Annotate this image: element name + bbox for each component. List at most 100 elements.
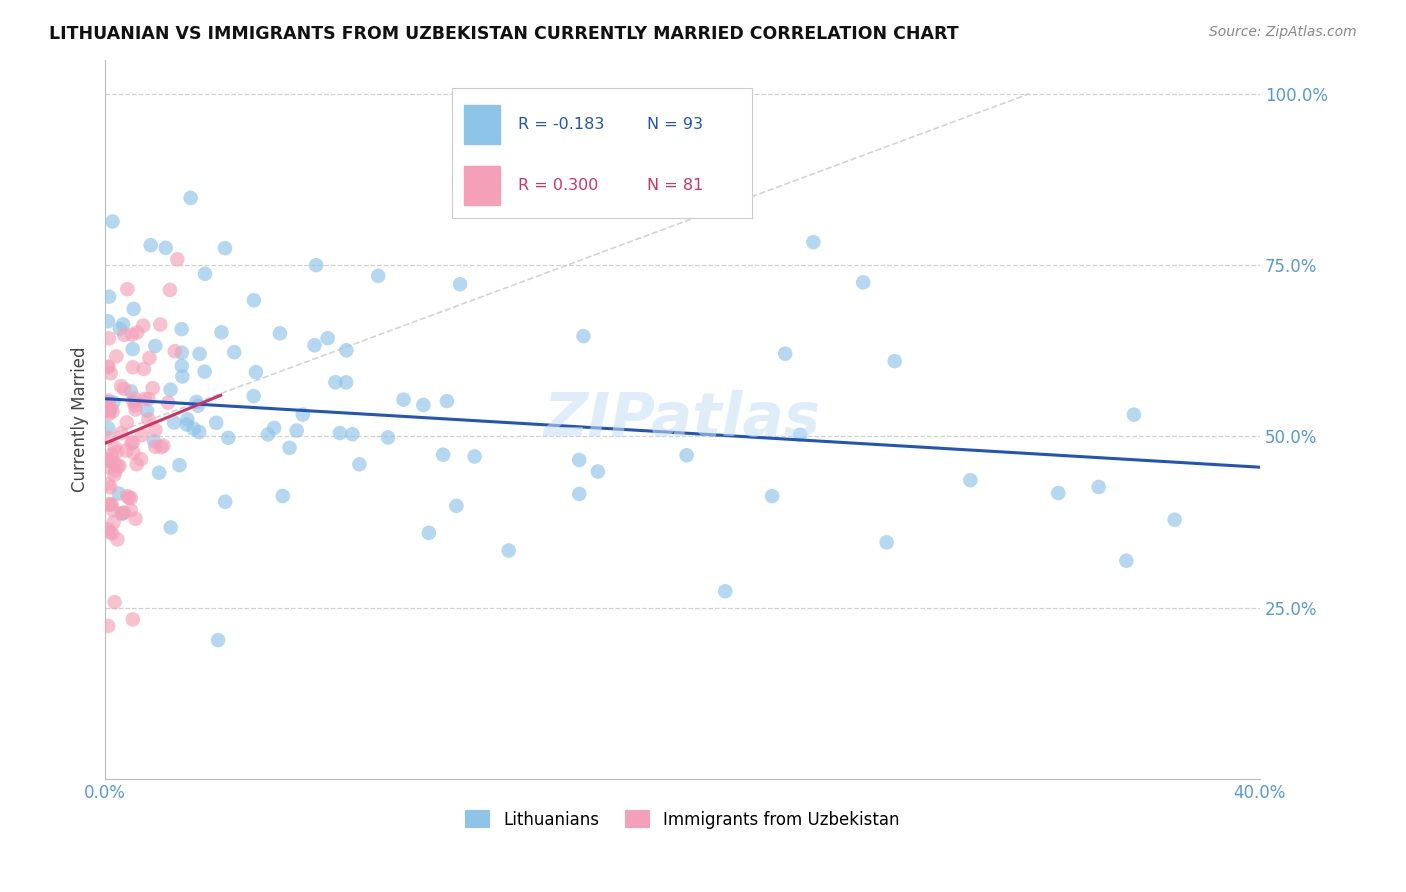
Point — [157, 396, 180, 410]
Point — [101, 503, 124, 517]
Point — [304, 338, 326, 352]
Point — [412, 398, 434, 412]
Point — [122, 301, 145, 316]
Point — [152, 439, 174, 453]
Point — [107, 486, 129, 500]
Point — [108, 458, 131, 473]
Point — [124, 512, 146, 526]
Point — [105, 350, 128, 364]
Point — [125, 457, 148, 471]
Point — [117, 282, 139, 296]
Point — [112, 506, 135, 520]
Point — [97, 407, 120, 421]
Point — [449, 277, 471, 292]
Point — [498, 543, 520, 558]
Point — [122, 445, 145, 459]
Point — [98, 498, 121, 512]
Text: Source: ZipAtlas.com: Source: ZipAtlas.com — [1209, 25, 1357, 39]
Point — [115, 443, 138, 458]
Point — [97, 476, 120, 491]
Point — [101, 404, 124, 418]
Point — [131, 428, 153, 442]
Point — [714, 584, 737, 599]
Point — [117, 489, 139, 503]
Point — [172, 369, 194, 384]
Point — [97, 359, 120, 374]
Point — [432, 448, 454, 462]
Point — [120, 436, 142, 450]
Point — [98, 454, 121, 468]
Point — [392, 392, 415, 407]
Point — [98, 290, 121, 304]
Point — [138, 412, 160, 426]
Point — [124, 402, 146, 417]
Point — [124, 398, 146, 412]
Point — [115, 416, 138, 430]
Point — [107, 533, 129, 547]
Point — [97, 522, 120, 536]
Point — [163, 344, 186, 359]
Point — [349, 458, 371, 472]
Point — [111, 507, 134, 521]
Point — [98, 480, 121, 494]
Point — [959, 473, 981, 487]
Point — [97, 421, 120, 435]
Point — [98, 331, 121, 345]
Point — [112, 318, 135, 332]
Point — [207, 633, 229, 648]
Point — [211, 326, 233, 340]
Point — [103, 395, 125, 409]
Point — [143, 339, 166, 353]
Point — [101, 526, 124, 541]
Text: LITHUANIAN VS IMMIGRANTS FROM UZBEKISTAN CURRENTLY MARRIED CORRELATION CHART: LITHUANIAN VS IMMIGRANTS FROM UZBEKISTAN… — [49, 25, 959, 43]
Point — [104, 463, 127, 477]
Point — [257, 427, 280, 442]
Point — [112, 382, 135, 396]
Point — [166, 252, 188, 267]
Point — [120, 491, 142, 505]
Point — [1087, 480, 1109, 494]
Point — [183, 422, 205, 436]
Point — [568, 453, 591, 467]
Point — [263, 421, 285, 435]
Point — [418, 525, 440, 540]
Point — [464, 450, 486, 464]
Point — [446, 499, 468, 513]
Point — [143, 434, 166, 449]
Point — [97, 453, 120, 467]
Point — [335, 376, 357, 390]
Point — [97, 619, 120, 633]
Point — [436, 394, 458, 409]
Point — [111, 506, 134, 520]
Point — [377, 430, 399, 444]
Point — [150, 440, 173, 454]
Point — [97, 314, 120, 328]
Point — [170, 322, 193, 336]
Point — [120, 503, 142, 517]
Point — [329, 425, 352, 440]
Point — [675, 448, 697, 462]
Point — [214, 495, 236, 509]
Point — [586, 465, 609, 479]
Point — [876, 535, 898, 549]
Point — [170, 345, 193, 359]
Point — [269, 326, 291, 341]
Point — [169, 458, 191, 472]
Point — [110, 379, 132, 393]
Point — [789, 427, 811, 442]
Point — [176, 412, 198, 426]
Point — [98, 404, 121, 418]
Point — [1163, 513, 1185, 527]
Point — [97, 460, 120, 475]
Point — [1115, 554, 1137, 568]
Point — [129, 452, 152, 467]
Point — [305, 258, 328, 272]
Point — [108, 322, 131, 336]
Point — [883, 354, 905, 368]
Point — [187, 399, 209, 413]
Point — [127, 326, 149, 340]
Point — [170, 359, 193, 373]
Point — [801, 235, 824, 249]
Point — [188, 425, 211, 439]
Point — [97, 452, 120, 467]
